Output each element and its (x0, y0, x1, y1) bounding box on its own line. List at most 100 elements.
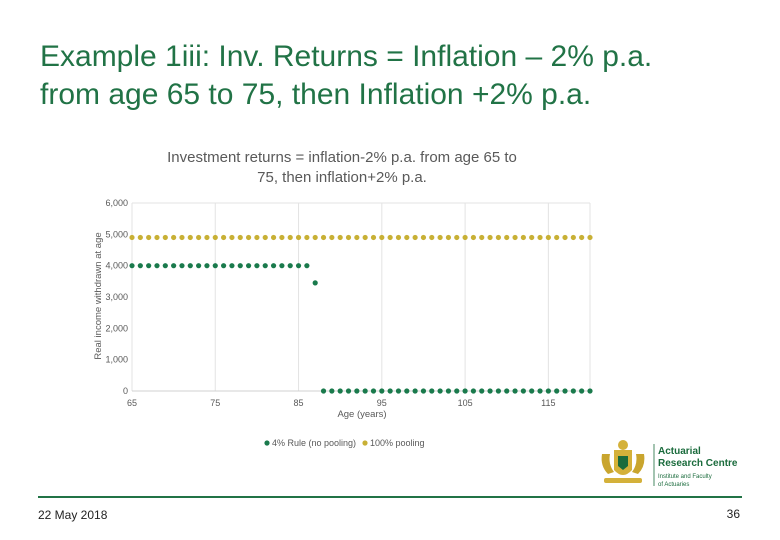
data-point-series-1 (429, 234, 435, 241)
slide-title-line-1: Example 1iii: Inv. Returns = Inflation –… (40, 40, 653, 73)
data-point-series-0 (587, 388, 593, 394)
legend-marker-no-pooling (264, 440, 270, 446)
data-point-series-0 (270, 263, 277, 269)
data-point-series-0 (370, 388, 377, 394)
data-point-series-1 (395, 234, 402, 241)
legend: 4% Rule (no pooling) 100% pooling (264, 438, 425, 448)
data-point-series-1 (254, 234, 260, 241)
data-point-series-0 (146, 263, 152, 269)
data-point-series-1 (187, 234, 193, 241)
data-point-series-1 (154, 234, 160, 241)
data-point-series-0 (529, 388, 535, 394)
data-point-series-0 (387, 388, 393, 394)
data-point-series-0 (221, 263, 227, 269)
data-point-series-0 (262, 263, 268, 269)
data-point-series-1 (529, 234, 535, 241)
data-point-series-0 (504, 388, 510, 394)
data-point-series-1 (295, 234, 302, 241)
data-point-series-0 (295, 263, 302, 269)
data-point-series-1 (554, 234, 560, 241)
page-number: 36 (726, 507, 740, 521)
data-point-series-1 (445, 234, 452, 241)
data-point-series-1 (237, 234, 243, 241)
plot-area: 65 75 85 95 105 115 0 1,000 2,000 3,000 4,000 5,000… (105, 198, 593, 408)
slide-title: Example 1iii: Inv. Returns = Inflation –… (40, 38, 760, 114)
data-point-series-0 (245, 263, 252, 269)
data-point-series-0 (562, 388, 568, 394)
data-point-series-1 (562, 234, 568, 241)
data-point-series-0 (204, 263, 210, 269)
chart: Investment returns = inflation-2% p.a. f… (93, 149, 593, 448)
data-point-series-1 (370, 234, 377, 241)
data-point-series-0 (154, 263, 160, 269)
data-point-series-0 (254, 263, 260, 269)
data-point-series-1 (462, 234, 468, 241)
data-point-series-1 (196, 234, 202, 241)
data-point-series-0 (312, 280, 318, 286)
x-tick-label: 115 (541, 398, 555, 408)
data-point-series-1 (137, 234, 143, 241)
data-point-series-0 (437, 388, 443, 394)
x-tick-label: 85 (294, 398, 304, 408)
x-tick-label: 75 (210, 398, 220, 408)
data-point-series-1 (229, 234, 235, 241)
x-tick-label: 105 (458, 398, 473, 408)
data-point-series-0 (454, 388, 460, 394)
data-point-series-0 (162, 263, 168, 269)
data-point-series-0 (537, 388, 543, 394)
data-point-series-1 (329, 234, 335, 241)
data-point-series-0 (354, 388, 360, 394)
data-point-series-0 (379, 388, 385, 394)
data-point-series-1 (320, 234, 327, 241)
data-point-series-1 (129, 234, 135, 241)
data-point-series-1 (146, 234, 152, 241)
data-point-series-1 (279, 234, 285, 241)
data-point-series-0 (404, 388, 410, 394)
logo-sub-1: Institute and Faculty (658, 474, 712, 480)
data-point-series-0 (520, 388, 526, 394)
data-point-series-1 (204, 234, 210, 241)
data-point-series-0 (279, 263, 285, 269)
data-point-series-1 (287, 234, 293, 241)
data-point-series-0 (412, 388, 418, 394)
legend-label-no-pooling: 4% Rule (no pooling) (272, 438, 356, 448)
footer-divider (38, 496, 742, 498)
data-point-series-0 (445, 388, 452, 394)
data-point-series-0 (304, 263, 310, 269)
data-point-series-0 (171, 263, 177, 269)
data-point-series-1 (545, 234, 551, 241)
data-point-series-1 (221, 234, 227, 241)
data-point-series-0 (395, 388, 402, 394)
legend-marker-pooling (362, 440, 368, 446)
data-point-series-1 (345, 234, 352, 241)
data-point-series-0 (420, 388, 427, 394)
data-point-series-0 (337, 388, 343, 394)
data-point-series-1 (362, 234, 368, 241)
data-point-series-0 (212, 263, 218, 269)
data-point-series-1 (537, 234, 543, 241)
chart-title-line-2: 75, then inflation+2% p.a. (257, 169, 427, 186)
data-point-series-1 (212, 234, 218, 241)
data-point-series-1 (470, 234, 477, 241)
data-point-series-1 (587, 234, 593, 241)
data-point-series-0 (570, 388, 576, 394)
data-point-series-0 (320, 388, 327, 394)
data-point-series-1 (387, 234, 393, 241)
data-point-series-1 (162, 234, 168, 241)
data-point-series-1 (379, 234, 385, 241)
data-point-series-0 (179, 263, 185, 269)
data-point-series-1 (420, 234, 427, 241)
data-point-series-0 (545, 388, 551, 394)
data-point-series-0 (429, 388, 435, 394)
data-point-series-1 (512, 234, 518, 241)
data-point-series-1 (354, 234, 360, 241)
data-point-series-0 (196, 263, 202, 269)
y-tick-label: 1,000 (105, 355, 128, 365)
y-tick-label: 6,000 (105, 198, 128, 208)
data-point-series-1 (304, 234, 310, 241)
data-point-series-1 (579, 234, 585, 241)
data-point-series-0 (495, 388, 501, 394)
data-point-series-1 (504, 234, 510, 241)
logo-sub-2: of Actuaries (658, 482, 689, 488)
y-tick-label: 0 (123, 386, 128, 396)
